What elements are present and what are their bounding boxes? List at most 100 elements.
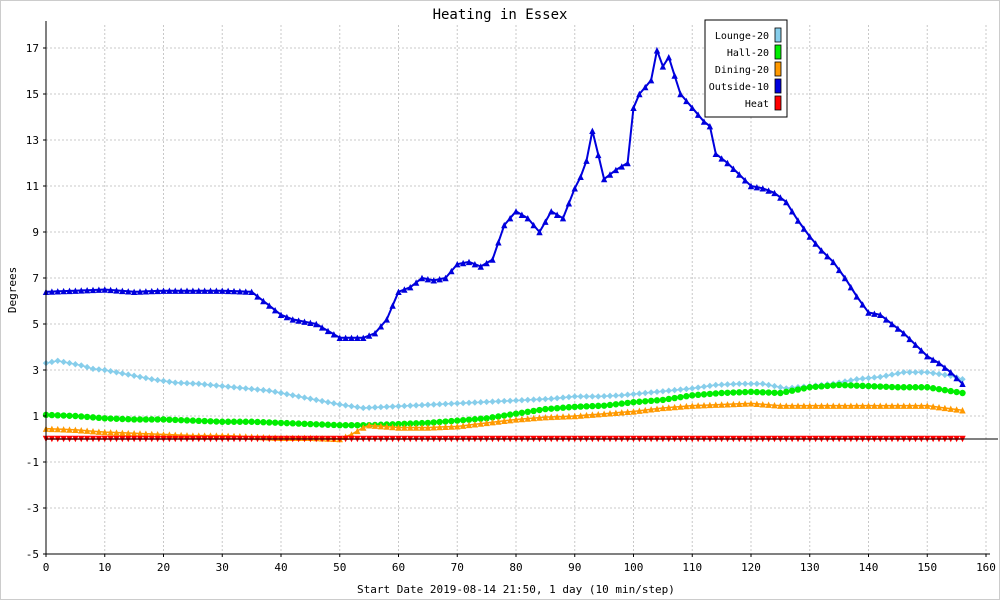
data-point-outside-10 [941, 364, 949, 371]
data-point-hall-20 [66, 412, 73, 419]
data-point-dining-20 [371, 422, 379, 429]
data-point-outside-10 [54, 288, 61, 295]
data-point-outside-10 [324, 327, 332, 335]
data-point-lounge-20 [659, 388, 667, 395]
data-point-hall-20 [336, 422, 343, 429]
data-point-lounge-20 [506, 397, 514, 404]
data-point-dining-20 [442, 423, 449, 431]
data-point-lounge-20 [571, 393, 578, 400]
data-point-dining-20 [571, 412, 578, 420]
data-point-outside-10 [295, 317, 302, 324]
data-point-lounge-20 [424, 401, 432, 408]
data-point-outside-10 [859, 301, 866, 308]
data-point-hall-20 [553, 404, 561, 412]
data-point-dining-20 [888, 402, 896, 409]
data-point-hall-20 [412, 420, 420, 427]
data-point-outside-10 [835, 266, 843, 274]
data-point-hall-20 [512, 410, 520, 417]
data-point-hall-20 [959, 389, 966, 397]
data-point-dining-20 [389, 423, 396, 431]
data-point-dining-20 [630, 408, 637, 415]
data-point-lounge-20 [771, 382, 778, 390]
data-point-hall-20 [724, 389, 731, 396]
data-point-outside-10 [653, 47, 661, 54]
data-point-dining-20 [66, 426, 73, 433]
data-point-hall-20 [747, 388, 755, 396]
data-point-dining-20 [659, 404, 667, 412]
data-point-lounge-20 [318, 397, 326, 405]
data-point-outside-10 [806, 233, 813, 240]
data-point-lounge-20 [847, 377, 855, 384]
data-point-hall-20 [166, 416, 173, 423]
data-point-hall-20 [330, 421, 338, 429]
data-point-outside-10 [125, 288, 132, 295]
data-point-outside-10 [524, 215, 531, 222]
data-point-hall-20 [824, 382, 831, 390]
data-point-hall-20 [806, 384, 813, 391]
data-point-outside-10 [600, 175, 608, 183]
data-point-hall-20 [224, 418, 232, 425]
data-point-hall-20 [436, 418, 443, 426]
data-point-hall-20 [483, 415, 490, 422]
data-point-outside-10 [589, 127, 596, 134]
data-point-dining-20 [454, 423, 461, 430]
data-point-lounge-20 [395, 403, 402, 410]
data-point-dining-20 [477, 420, 484, 427]
data-point-hall-20 [172, 416, 179, 424]
data-point-lounge-20 [565, 393, 573, 401]
data-point-outside-10 [577, 173, 584, 180]
data-point-outside-10 [436, 275, 443, 283]
data-point-hall-20 [559, 404, 567, 411]
data-point-outside-10 [177, 287, 185, 294]
y-tick-label: -3 [26, 502, 39, 515]
data-point-hall-20 [506, 411, 514, 418]
data-point-lounge-20 [459, 399, 467, 407]
data-point-hall-20 [501, 412, 508, 419]
data-point-lounge-20 [618, 392, 625, 399]
data-point-dining-20 [912, 402, 919, 409]
data-point-outside-10 [824, 252, 831, 260]
data-point-outside-10 [783, 198, 790, 206]
data-point-lounge-20 [154, 376, 161, 384]
data-point-lounge-20 [859, 375, 866, 382]
data-point-outside-10 [113, 287, 120, 294]
data-point-outside-10 [412, 279, 420, 286]
data-point-outside-10 [583, 157, 590, 164]
data-point-dining-20 [395, 424, 402, 431]
x-tick-label: 120 [741, 561, 761, 574]
data-point-outside-10 [219, 287, 226, 294]
data-point-outside-10 [230, 287, 238, 295]
data-point-hall-20 [459, 416, 467, 424]
data-point-dining-20 [512, 416, 520, 423]
data-point-hall-20 [565, 404, 573, 411]
y-tick-label: 7 [32, 272, 39, 285]
data-point-lounge-20 [730, 380, 737, 388]
data-point-dining-20 [54, 425, 61, 433]
data-point-lounge-20 [201, 381, 208, 388]
data-point-lounge-20 [606, 392, 614, 400]
data-point-outside-10 [606, 171, 614, 178]
data-point-lounge-20 [759, 380, 766, 387]
data-point-lounge-20 [365, 404, 373, 411]
data-point-outside-10 [730, 165, 737, 172]
data-point-outside-10 [947, 369, 954, 376]
data-point-hall-20 [771, 389, 778, 396]
data-point-hall-20 [589, 402, 596, 410]
data-point-dining-20 [788, 402, 796, 409]
data-point-outside-10 [501, 221, 508, 229]
data-point-dining-20 [841, 402, 849, 409]
data-point-lounge-20 [54, 357, 61, 364]
y-tick-label: 17 [26, 42, 39, 55]
data-point-lounge-20 [495, 398, 502, 405]
data-point-outside-10 [266, 302, 273, 309]
data-point-hall-20 [765, 389, 772, 396]
data-point-dining-20 [753, 400, 761, 408]
data-point-hall-20 [847, 382, 855, 389]
data-point-dining-20 [530, 414, 537, 422]
data-point-lounge-20 [289, 392, 296, 399]
data-point-dining-20 [612, 409, 620, 416]
data-point-lounge-20 [48, 358, 56, 366]
data-point-lounge-20 [142, 374, 150, 382]
data-point-dining-20 [401, 424, 408, 431]
data-point-outside-10 [119, 287, 126, 295]
